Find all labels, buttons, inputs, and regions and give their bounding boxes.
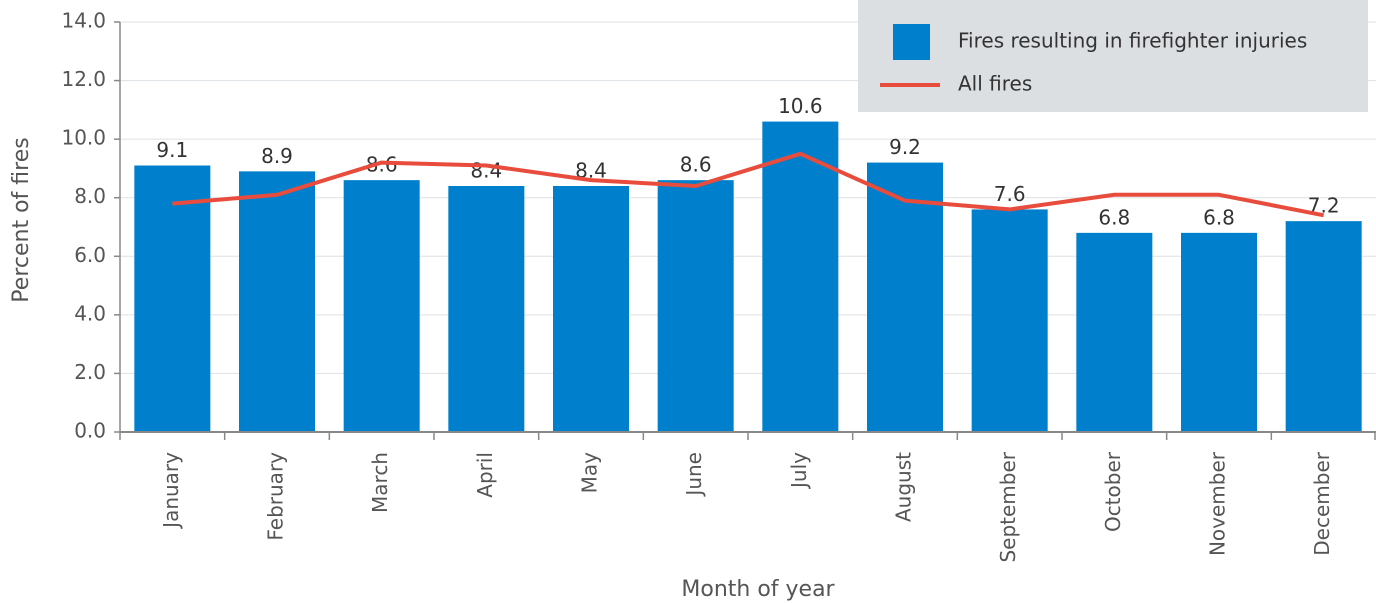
legend-swatch — [893, 24, 930, 60]
data-label: 7.6 — [994, 182, 1026, 206]
x-tick-label: March — [368, 452, 392, 513]
x-tick-label: January — [159, 452, 183, 530]
x-tick-label: April — [473, 452, 497, 498]
line — [172, 151, 1325, 218]
data-label: 10.6 — [778, 94, 823, 118]
bar — [971, 209, 1048, 432]
bar — [762, 121, 839, 433]
bar — [239, 171, 315, 432]
legend-label: All fires — [958, 72, 1032, 96]
bar — [1285, 221, 1362, 432]
x-tick-label: June — [682, 452, 706, 498]
legend-box — [858, 0, 1368, 112]
y-tick-label: 8.0 — [74, 184, 106, 208]
x-tick-label: July — [787, 452, 811, 490]
y-tick-label: 10.0 — [61, 126, 106, 150]
data-label: 6.8 — [1098, 205, 1130, 229]
data-label: 9.1 — [156, 138, 188, 162]
data-label: 8.9 — [261, 144, 293, 168]
legend-label: Fires resulting in firefighter injuries — [958, 29, 1307, 53]
data-label: 6.8 — [1203, 205, 1235, 229]
y-tick-label: 14.0 — [61, 9, 106, 33]
bar — [343, 180, 420, 432]
bar — [867, 162, 943, 433]
x-axis-label: Month of year — [681, 577, 835, 602]
y-tick-label: 12.0 — [61, 67, 106, 91]
x-tick-label: August — [892, 452, 916, 522]
bar — [553, 186, 629, 432]
data-label: 9.2 — [889, 135, 921, 159]
x-tick-label: September — [996, 451, 1020, 562]
bar — [1181, 232, 1257, 432]
y-tick-label: 2.0 — [74, 360, 106, 384]
x-tick-label: October — [1101, 451, 1125, 532]
x-tick-label: February — [264, 452, 288, 541]
y-tick-label: 6.0 — [74, 243, 106, 267]
y-axis-label: Percent of fires — [9, 137, 34, 302]
bar — [134, 165, 211, 432]
x-tick-label: May — [578, 452, 602, 494]
data-label: 8.6 — [680, 153, 712, 177]
data-label: 8.4 — [470, 159, 502, 183]
y-tick-label: 0.0 — [74, 419, 106, 443]
y-tick-label: 4.0 — [74, 301, 106, 325]
x-tick-label: November — [1206, 451, 1230, 556]
x-tick-label: December — [1310, 451, 1334, 555]
bar — [1076, 232, 1153, 432]
bar — [657, 180, 734, 432]
bar — [448, 186, 525, 432]
